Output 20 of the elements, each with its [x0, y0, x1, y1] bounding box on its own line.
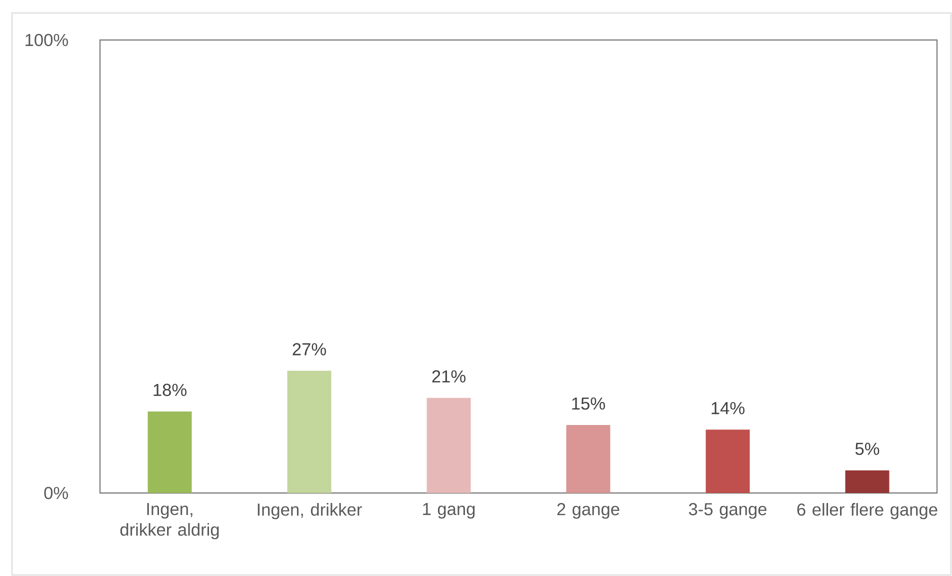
x-tick-label: 2 gange: [557, 503, 620, 519]
data-label: 14%: [712, 402, 744, 414]
bar: [706, 430, 750, 493]
bar: [148, 411, 192, 493]
data-label: 5%: [855, 442, 880, 455]
data-label: 21%: [432, 370, 466, 382]
data-label: 18%: [154, 384, 186, 396]
data-label: 27%: [292, 343, 326, 356]
data-label: 15%: [572, 397, 605, 410]
bar: [845, 470, 890, 493]
x-tick-label: Ingen, drikker: [258, 503, 362, 520]
x-tick-label: 6 eller flere gange: [797, 503, 938, 520]
bar: [426, 398, 471, 493]
y-tick-label: 0%: [44, 486, 68, 500]
x-tick-label: Ingen, drikker aldrig: [120, 503, 219, 540]
y-tick-label: 100%: [26, 34, 68, 46]
bar: [566, 425, 610, 493]
x-tick-label: 1 gang: [423, 503, 475, 519]
x-tick-label: 3-5 gange: [688, 503, 766, 519]
bar: [287, 370, 332, 493]
